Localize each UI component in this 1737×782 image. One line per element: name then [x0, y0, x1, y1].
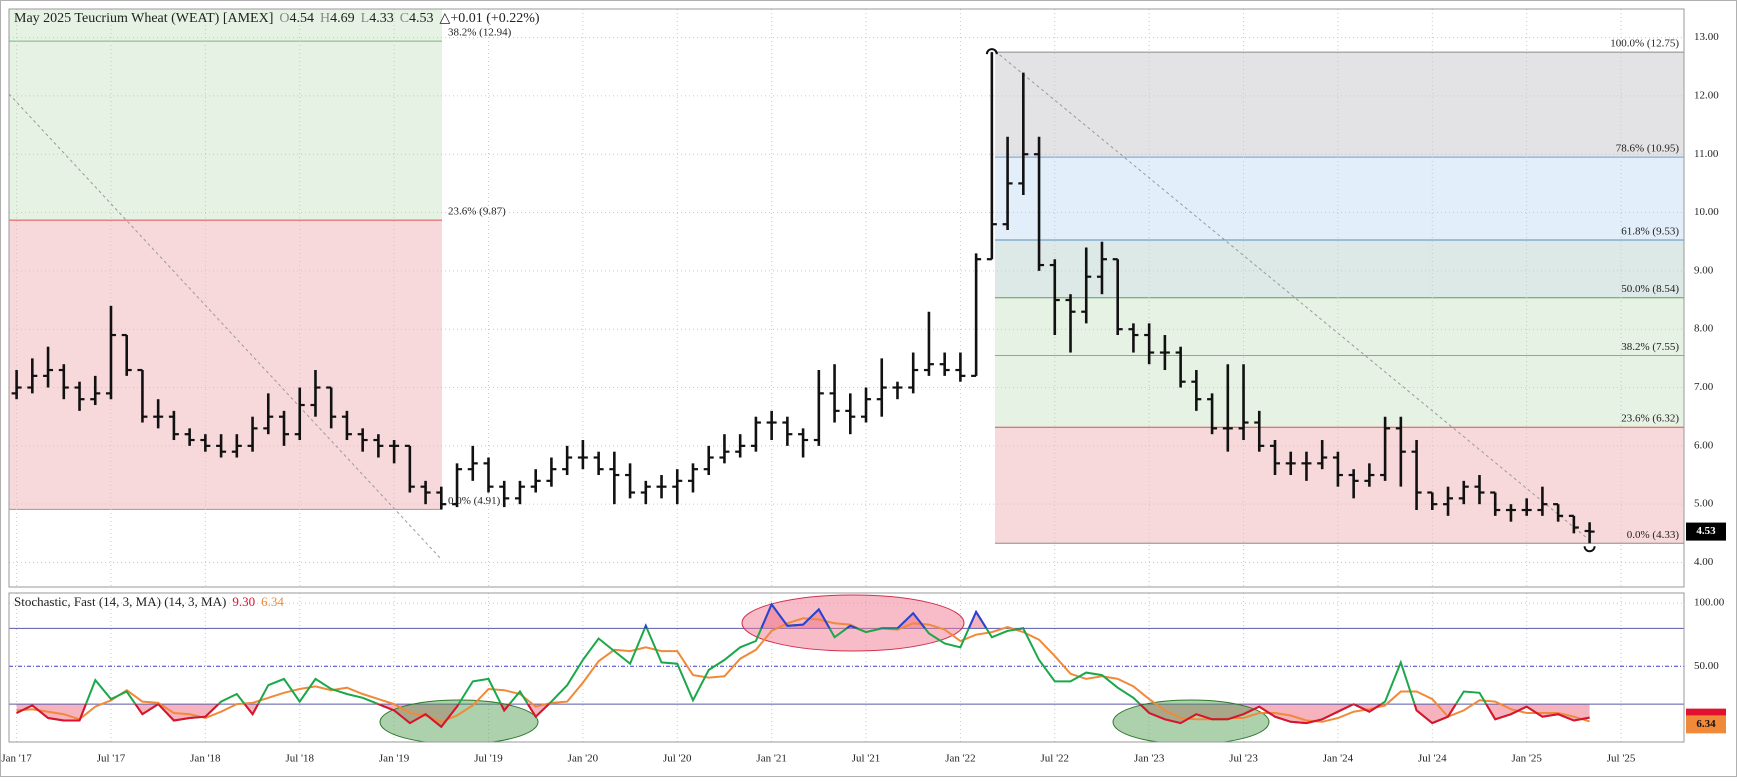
last-price-label: 4.53 [1696, 525, 1716, 537]
fib-zone [995, 157, 1684, 240]
oversold-fill [16, 704, 1590, 727]
x-tick-label: Jul '19 [474, 753, 503, 765]
swing-low-marker [1583, 546, 1596, 553]
x-tick-label: Jan '24 [1323, 753, 1354, 765]
x-tick-label: Jul '22 [1040, 753, 1069, 765]
highlight-ellipse [1112, 699, 1270, 742]
fib-level-label: 50.0% (8.54) [1621, 283, 1679, 295]
y-tick-label: 6.00 [1694, 439, 1714, 451]
y-tick-label: 8.00 [1694, 323, 1714, 335]
d-last-box [1686, 715, 1726, 734]
last-price-box [1686, 522, 1726, 541]
chart-title: May 2025 Teucrium Wheat (WEAT) [AMEX] O4.… [14, 11, 540, 26]
fib-level-label: 61.8% (9.53) [1621, 225, 1679, 237]
symbol-title: May 2025 Teucrium Wheat (WEAT) [AMEX] [14, 11, 273, 26]
study-name: Stochastic, Fast (14, 3, MA) (14, 3, MA) [14, 594, 226, 609]
fib-level-label: 23.6% (9.87) [448, 206, 506, 218]
x-tick-label: Jan '19 [379, 753, 410, 765]
y-tick-label: 12.00 [1694, 89, 1719, 101]
fib-level-label: 0.0% (4.33) [1627, 529, 1680, 541]
readout-key: H [320, 11, 330, 26]
fib-zone [995, 239, 1684, 298]
change-readout: △+0.01 (+0.22%) [440, 11, 540, 26]
x-tick-label: Jan '18 [190, 753, 221, 765]
swing-high-marker [985, 48, 998, 55]
fib-zone [995, 427, 1684, 544]
stochastic-panel [9, 593, 1684, 742]
y-tick-label: 7.00 [1694, 381, 1714, 393]
fib-level-label: 78.6% (10.95) [1616, 143, 1680, 155]
x-tick-label: Jul '25 [1607, 753, 1636, 765]
readout-key: C [400, 11, 409, 26]
d-readout: 6.34 [261, 594, 284, 609]
x-tick-label: Jan '23 [1134, 753, 1165, 765]
d-last-label: 6.34 [1696, 718, 1716, 730]
fib-level-label: 38.2% (7.55) [1621, 341, 1679, 353]
x-tick-label: Jan '20 [568, 753, 599, 765]
readout-key: L [361, 11, 370, 26]
y-tick-label: 13.00 [1694, 31, 1719, 43]
fib-zone [9, 41, 442, 221]
x-tick-label: Jan '17 [1, 753, 32, 765]
highlight-ellipse [379, 699, 539, 742]
x-tick-label: Jul '20 [663, 753, 692, 765]
y-tick-label: 100.00 [1694, 597, 1725, 609]
y-tick-label: 9.00 [1694, 264, 1714, 276]
fib-level-label: 23.6% (6.32) [1621, 413, 1679, 425]
fib-level-label: 100.0% (12.75) [1610, 38, 1679, 50]
fib-zone [995, 355, 1684, 428]
k-line-overbought [643, 602, 1025, 629]
readout-value: 4.53 [409, 11, 434, 26]
readout-value: 4.33 [369, 11, 394, 26]
x-tick-label: Jan '25 [1511, 753, 1542, 765]
y-tick-label: 5.00 [1694, 498, 1714, 510]
trend-line [9, 93, 443, 561]
fib-level-label: 38.2% (12.94) [448, 27, 512, 39]
x-tick-label: Jul '17 [97, 753, 126, 765]
y-tick-label: 11.00 [1694, 148, 1719, 160]
stoch-frame [8, 592, 1685, 743]
highlight-ellipse [741, 594, 965, 652]
readout-value: 4.54 [290, 11, 315, 26]
price-frame [8, 8, 1685, 588]
d-line [16, 617, 1590, 723]
x-tick-label: Jan '22 [945, 753, 975, 765]
fib-zone [995, 52, 1684, 158]
readout-key: O [279, 11, 289, 26]
y-tick-label: 10.00 [1694, 206, 1719, 218]
price-panel: 0.0% (4.91)23.6% (9.87)38.2% (12.94)0.0%… [9, 9, 1684, 587]
readout-value: 4.69 [330, 11, 355, 26]
y-tick-label: 4.00 [1694, 556, 1714, 568]
x-tick-label: Jan '21 [756, 753, 786, 765]
study-title: Stochastic, Fast (14, 3, MA) (14, 3, MA)… [14, 594, 284, 609]
k-line-oversold [16, 704, 1590, 729]
fib-zone [9, 220, 442, 510]
fib-zone [995, 297, 1684, 356]
x-tick-label: Jul '24 [1418, 753, 1447, 765]
x-tick-label: Jul '21 [852, 753, 881, 765]
x-tick-label: Jul '18 [285, 753, 314, 765]
fib-zone [9, 9, 442, 42]
x-tick-label: Jul '23 [1229, 753, 1258, 765]
y-tick-label: 50.00 [1694, 660, 1719, 672]
k-readout: 9.30 [232, 594, 255, 609]
